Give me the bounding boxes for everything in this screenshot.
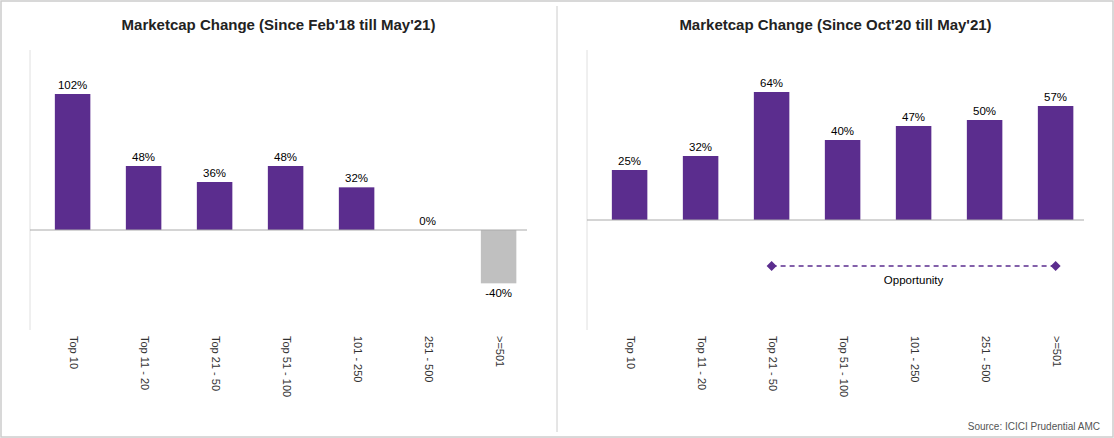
x-tick-label: Top 51 - 100 — [838, 336, 850, 397]
title: Marketcap Change (Since Oct'20 till May'… — [679, 16, 991, 33]
opportunity-line — [772, 265, 1056, 266]
x-tick-label: >=501 — [494, 336, 506, 367]
x-tick-label: Top 21 - 50 — [210, 336, 222, 391]
bar — [481, 230, 516, 283]
bar — [825, 140, 861, 220]
data-label: 64% — [760, 77, 783, 89]
data-label: 32% — [345, 172, 368, 184]
bar — [339, 187, 375, 230]
panel: Marketcap Change (Since Oct'20 till May'… — [587, 16, 1084, 397]
title: Marketcap Change (Since Feb'18 till May'… — [122, 16, 436, 33]
background — [0, 0, 1114, 438]
x-tick-label: 101 - 250 — [352, 336, 364, 382]
opportunity-marker — [767, 261, 777, 271]
source: Source: ICICI Prudential AMC — [968, 421, 1100, 432]
data-label: 48% — [274, 151, 297, 163]
y-axis-line — [587, 50, 588, 330]
data-label: 57% — [1044, 91, 1067, 103]
figure: Marketcap Change (Since Feb'18 till May'… — [0, 0, 1114, 438]
opportunity-marker — [1051, 261, 1061, 271]
bar — [896, 126, 932, 220]
bar — [754, 92, 790, 220]
plot-area — [30, 94, 527, 283]
data-label: 47% — [902, 111, 925, 123]
bar — [197, 182, 233, 230]
bar — [268, 166, 304, 230]
x-tick-label: Top 10 — [68, 336, 80, 369]
annotation: Opportunity — [884, 274, 944, 286]
data-label: 102% — [58, 79, 87, 91]
data-label: 32% — [689, 141, 712, 153]
data-label: 36% — [203, 167, 226, 179]
data-label: 40% — [831, 125, 854, 137]
bar — [612, 170, 648, 220]
baseline — [30, 230, 527, 231]
x-tick-label: Top 11 - 20 — [139, 336, 151, 390]
bar — [967, 120, 1003, 220]
border — [1, 1, 1113, 437]
bar — [55, 94, 91, 230]
x-tick-label: Top 10 — [625, 336, 637, 369]
x-tick-label: 101 - 250 — [909, 336, 921, 382]
data-label: 50% — [973, 105, 996, 117]
x-tick-label: 251 - 500 — [423, 336, 435, 382]
x-tick-label: Top 21 - 50 — [767, 336, 779, 391]
x-tick-label: 251 - 500 — [980, 336, 992, 382]
plot-area — [587, 92, 1084, 220]
divider — [557, 6, 558, 432]
x-tick-label: Top 51 - 100 — [281, 336, 293, 397]
data-label: 48% — [132, 151, 155, 163]
bar — [126, 166, 162, 230]
panel: Marketcap Change (Since Feb'18 till May'… — [30, 16, 527, 397]
x-tick-label: >=501 — [1051, 336, 1063, 367]
data-label: -40% — [485, 287, 512, 299]
data-label: 0% — [419, 215, 436, 227]
y-axis-line — [30, 50, 31, 330]
baseline — [587, 220, 1084, 221]
x-tick-label: Top 11 - 20 — [696, 336, 708, 390]
data-label: 25% — [618, 155, 641, 167]
bar — [1038, 106, 1074, 220]
bar — [683, 156, 719, 220]
